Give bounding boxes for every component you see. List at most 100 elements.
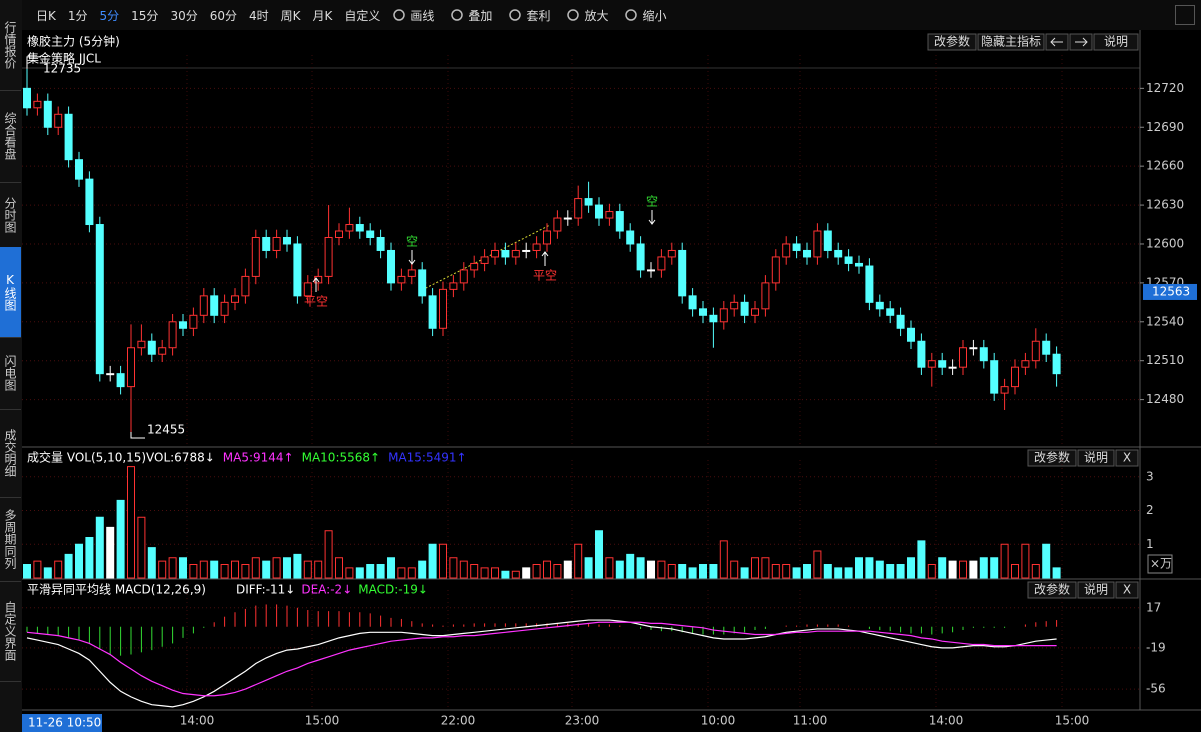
volume-bar — [95, 516, 104, 579]
button[interactable] — [977, 33, 1045, 51]
candle-body — [501, 249, 510, 258]
side-tab[interactable]: 自定义界面 — [0, 581, 21, 682]
period-button[interactable]: 1分 — [67, 8, 88, 23]
period-button[interactable]: 日K — [36, 8, 56, 23]
volume-bar — [75, 543, 83, 579]
candle-body — [189, 314, 198, 329]
arrow-icon — [1050, 37, 1063, 47]
readout: DIFF:-11↓ — [236, 583, 295, 597]
candle-body — [761, 282, 770, 310]
period-button[interactable]: 4时 — [249, 8, 269, 23]
volume-bar — [834, 567, 843, 579]
side-tab[interactable]: 闪电图 — [0, 337, 21, 410]
signal-arrow — [408, 250, 416, 265]
extreme-leader — [130, 432, 145, 439]
last-price-box — [1143, 283, 1197, 300]
candle-body — [959, 347, 967, 368]
period-button[interactable]: 15分 — [131, 8, 159, 23]
button[interactable] — [1027, 581, 1077, 599]
candle-body — [75, 159, 83, 180]
volume-bar — [1042, 543, 1051, 579]
y-tick-label: 12480 — [1146, 392, 1184, 406]
side-tab[interactable]: 综合看盘 — [0, 90, 21, 183]
button-label: X — [1123, 451, 1131, 465]
candle-body — [563, 217, 572, 220]
candle-body — [792, 243, 801, 251]
x-tick-label: 11:00 — [793, 714, 828, 728]
candle-body — [917, 340, 926, 368]
candle-body — [387, 249, 395, 284]
side-tab[interactable]: 成交明细 — [0, 409, 21, 498]
volume-bar — [1031, 564, 1040, 579]
period-button[interactable]: 30分 — [170, 8, 198, 23]
volume-bar — [636, 557, 645, 579]
volume-bar — [740, 567, 749, 579]
start-time-label: 11-26 10:50 — [28, 716, 101, 730]
volume-bar — [251, 557, 260, 579]
button[interactable] — [1077, 581, 1115, 599]
candle-body — [106, 373, 115, 376]
volume-bar — [418, 560, 427, 579]
candle-body — [969, 347, 978, 350]
button[interactable] — [1077, 449, 1115, 467]
volume-bar — [719, 540, 728, 579]
volume-bar — [345, 567, 354, 579]
candle-body — [584, 198, 593, 206]
volume-bar — [667, 564, 676, 579]
candle-body — [813, 230, 822, 258]
tool-button[interactable]: 缩小 — [618, 7, 676, 24]
candle-body — [688, 295, 697, 310]
button[interactable] — [927, 33, 977, 51]
y-tick-label: 1 — [1146, 537, 1154, 551]
candle-body — [782, 243, 791, 258]
period-button[interactable]: 自定义 — [344, 8, 381, 23]
side-tabs: 行情报价 综合看盘 分时图 K线图 闪电图 成交明细 多周期同列 自定义界面 — [0, 0, 23, 732]
candle-body — [1011, 366, 1019, 388]
period-button[interactable]: 月K — [312, 8, 333, 23]
tool-label: 缩小 — [642, 8, 667, 23]
side-tab[interactable]: K线图 — [0, 247, 21, 338]
volume-bar — [959, 560, 967, 579]
tool-button[interactable]: 叠加 — [444, 7, 502, 24]
candle-body — [740, 301, 749, 316]
volume-bar — [938, 557, 947, 579]
candle-body — [719, 308, 728, 323]
button[interactable] — [1093, 33, 1139, 51]
tool-button[interactable]: 套利 — [502, 7, 560, 24]
tool-button[interactable]: 放大 — [560, 7, 618, 24]
volume-bar — [699, 564, 707, 579]
candle-body — [127, 347, 135, 388]
x-tick-label: 22:00 — [441, 714, 476, 728]
volume-bar — [199, 560, 208, 579]
button[interactable] — [1115, 581, 1139, 599]
period-button[interactable]: 60分 — [209, 8, 237, 23]
button-label: 隐藏主指标 — [981, 34, 1041, 49]
volume-bar — [324, 530, 333, 579]
candle-body — [1052, 353, 1061, 375]
volume-bar — [283, 557, 291, 579]
y-tick-label: 12600 — [1146, 236, 1184, 250]
signal-arrow — [648, 210, 656, 225]
candle-body — [626, 230, 635, 245]
button-label: 改参数 — [1034, 450, 1070, 465]
volume-bar — [896, 564, 905, 579]
button[interactable] — [1115, 449, 1139, 467]
side-tab[interactable]: 行情报价 — [0, 0, 21, 91]
candle-body — [355, 224, 364, 232]
extreme-label: 12735 — [43, 61, 81, 75]
candle-body — [43, 100, 52, 128]
volume-bar — [272, 557, 281, 579]
candle-body — [896, 314, 905, 329]
window-button[interactable] — [1175, 5, 1195, 25]
period-button[interactable]: 周K — [280, 8, 301, 23]
button[interactable] — [1027, 449, 1077, 467]
volume-bar — [584, 557, 593, 579]
tool-button[interactable]: 画线 — [386, 7, 444, 24]
candle-body — [64, 113, 73, 161]
side-tab[interactable]: 多周期同列 — [0, 497, 21, 582]
candle-body — [699, 308, 707, 316]
period-button[interactable]: 5分 — [99, 8, 120, 23]
volume-bar — [293, 553, 302, 579]
candle-body — [886, 308, 895, 316]
volume-bar — [439, 543, 447, 579]
